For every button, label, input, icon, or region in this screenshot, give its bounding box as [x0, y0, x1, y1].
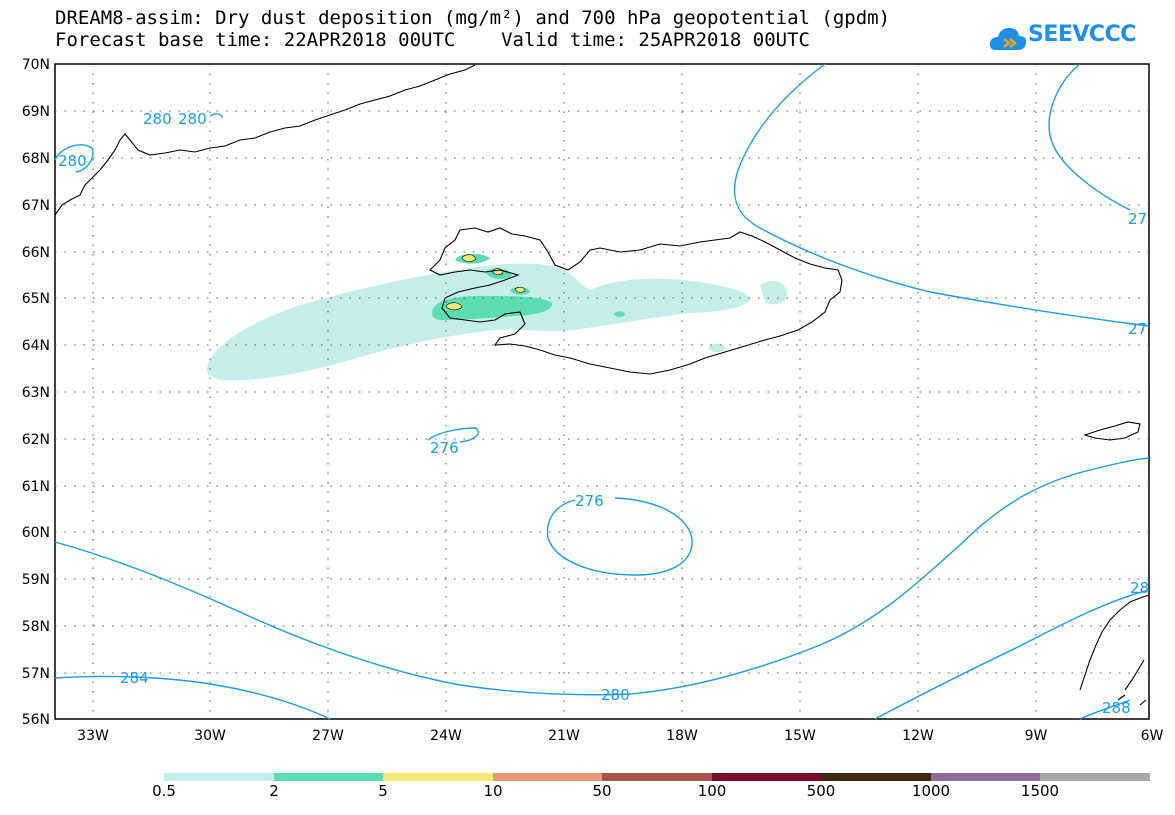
greenland-coast — [54, 64, 476, 216]
contour-274-east-arc — [733, 63, 1150, 327]
contour-label: 280 — [601, 686, 630, 704]
legend-swatch — [602, 773, 712, 781]
legend-swatch — [164, 773, 274, 781]
lat-label: 61N — [22, 479, 50, 495]
legend-label: 50 — [592, 782, 612, 800]
contour-labels: 280 280 280 27 27 276 276 284 280 28 288 — [58, 110, 1149, 717]
lat-label: 70N — [22, 57, 50, 73]
seevccc-logo: SEEVCCC — [988, 18, 1138, 58]
norway-islands — [1117, 659, 1147, 706]
contour-label: 284 — [120, 669, 149, 687]
lon-label: 24W — [430, 728, 462, 744]
legend-label: 5 — [378, 782, 388, 800]
contour-label: 280 — [58, 152, 87, 170]
dust-patch-south — [708, 343, 726, 353]
logo-text: SEEVCCC — [1028, 22, 1136, 47]
contour-label: 276 — [575, 492, 604, 510]
contour-276-small — [427, 427, 479, 443]
longitude-axis: 33W 30W 27W 24W 21W 18W 15W 12W 9W 6W — [77, 728, 1163, 744]
lat-label: 65N — [22, 291, 50, 307]
contour-label: 280 — [143, 110, 172, 128]
legend-swatch — [383, 773, 493, 781]
dust-high-1 — [445, 302, 463, 311]
lat-label: 59N — [22, 572, 50, 588]
contour-label: 27 — [1128, 210, 1147, 228]
contour-284-southeast — [874, 589, 1150, 720]
legend-label: 0.5 — [152, 782, 176, 800]
geopotential-contours — [54, 63, 1150, 720]
lon-label: 15W — [784, 728, 816, 744]
latitude-axis: 70N 69N 68N 67N 66N 65N 64N 63N 62N 61N … — [22, 57, 50, 728]
lat-label: 66N — [22, 245, 50, 261]
legend-label: 1000 — [911, 782, 951, 800]
faroe-coast — [1083, 421, 1141, 441]
lat-label: 62N — [22, 432, 50, 448]
contour-280-northwest — [209, 113, 223, 119]
map-title-line-2: Forecast base time: 22APR2018 00UTC Vali… — [55, 29, 810, 51]
dust-high-4 — [514, 286, 526, 293]
lat-label: 69N — [22, 104, 50, 120]
lon-label: 12W — [902, 728, 934, 744]
lat-label: 68N — [22, 151, 50, 167]
lon-label: 27W — [312, 728, 344, 744]
legend-swatch — [821, 773, 931, 781]
legend-swatch — [931, 773, 1040, 781]
lat-label: 58N — [22, 619, 50, 635]
contour-label: 276 — [430, 439, 459, 457]
dust-patch-east — [760, 280, 788, 305]
legend-label: 100 — [697, 782, 727, 800]
lon-label: 21W — [548, 728, 580, 744]
lat-label: 60N — [22, 525, 50, 541]
legend-label: 2 — [269, 782, 279, 800]
contour-284-southwest — [54, 675, 331, 720]
contour-280-north-loop — [54, 144, 94, 173]
lat-label: 56N — [22, 712, 50, 728]
lon-label: 33W — [77, 728, 109, 744]
legend-label: 1500 — [1020, 782, 1060, 800]
contour-280-south — [54, 457, 1150, 696]
iceland-coast — [429, 227, 843, 375]
lat-label: 57N — [22, 666, 50, 682]
map-frame — [54, 63, 1150, 720]
dust-high-2 — [461, 254, 477, 262]
norway-coast — [1079, 594, 1150, 691]
contour-label: 288 — [1102, 699, 1131, 717]
lon-label: 9W — [1025, 728, 1048, 744]
lat-label: 63N — [22, 385, 50, 401]
legend-label: 500 — [806, 782, 836, 800]
lat-label: 64N — [22, 338, 50, 354]
legend-swatch — [274, 773, 383, 781]
legend-swatch — [1040, 773, 1150, 781]
dust-mid-1 — [431, 295, 553, 320]
contour-288-southeast — [1079, 699, 1131, 720]
legend-label: 10 — [483, 782, 503, 800]
contour-276-oval — [546, 497, 693, 576]
legend-swatch — [712, 773, 821, 781]
coastlines — [54, 64, 1150, 706]
contour-274-northeast-arc — [1048, 63, 1131, 211]
dust-mid-5 — [614, 311, 625, 318]
contour-label: 28 — [1130, 579, 1149, 597]
lon-label: 18W — [666, 728, 698, 744]
lat-label: 67N — [22, 198, 50, 214]
legend-swatch — [493, 773, 602, 781]
cloud-icon — [989, 28, 1027, 50]
map-title-line-1: DREAM8-assim: Dry dust deposition (mg/m²… — [55, 7, 891, 29]
contour-label: 280 — [178, 110, 207, 128]
lon-label: 6W — [1141, 728, 1164, 744]
contour-label: 27 — [1128, 320, 1147, 338]
lon-label: 30W — [194, 728, 226, 744]
